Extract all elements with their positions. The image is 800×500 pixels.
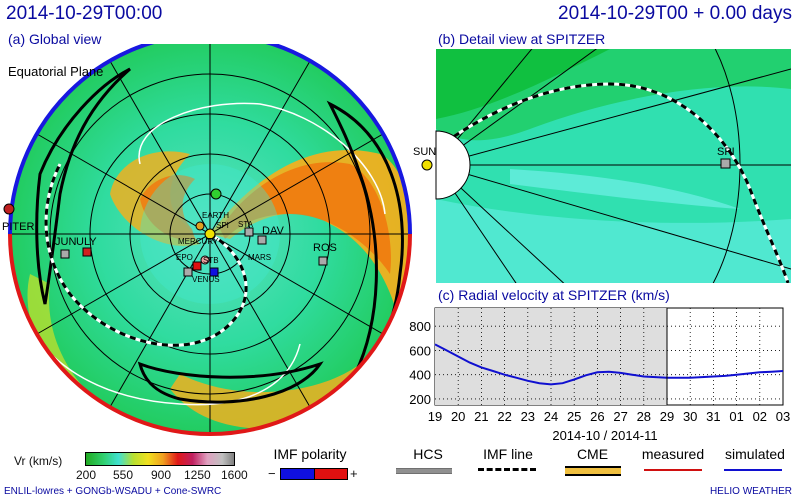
x-tick-label: 31 [706,409,720,424]
polarity-ring-negative [8,44,412,235]
simulated-series-line [434,343,784,386]
object-label-ros: ROS [313,242,337,254]
x-tick-label: 23 [521,409,535,424]
x-tick-label: 29 [660,409,674,424]
y-tick-label: 800 [409,319,431,334]
x-tick-label: 02 [753,409,767,424]
object-label-sta: STA [238,220,254,229]
timestamp-title: 2014-10-29T00:00 [6,3,163,24]
colorbar-tick-550: 550 [113,468,134,482]
venus-marker [209,267,219,277]
object-label-mars: MARS [248,253,271,262]
object-label-stb: STB [203,256,219,265]
spitzer-label: SPI [717,146,735,158]
polarity-minus: − [268,466,276,481]
colorbar-tick-1600: 1600 [221,468,248,482]
uly-marker [82,247,92,257]
object-label-dav: DAV [262,225,284,237]
earth-marker [210,188,222,200]
panel-a-label: (a) Global view [8,31,102,47]
hcs-label: HCS [413,446,443,462]
x-tick-label: 01 [729,409,743,424]
colorbar-title: Vr (km/s) [14,454,63,468]
legend-bar: Vr (km/s) 200 550 900 1250 1600 IMF pola… [0,446,800,500]
x-tick-label: 27 [613,409,627,424]
ros-marker [318,256,328,266]
brand-text: HELIO WEATHER [709,486,792,497]
object-label-uly: ULY [76,236,97,248]
run-time-title: 2014-10-29T00 + 0.00 days [558,3,792,24]
equatorial-plane-label: Equatorial Plane [8,64,103,79]
epo-marker [183,267,193,277]
stb-marker [192,261,202,271]
imf-line-label: IMF line [483,446,533,462]
panel-b-label: (b) Detail view at SPITZER [438,31,606,47]
simulated-label: simulated [725,446,785,462]
sta-marker [244,227,254,237]
object-label-earth: EARTH [202,211,229,220]
cme-swatch [565,466,621,476]
sun-label: SUN [413,146,436,158]
object-label-mercury: MERCURY [178,237,219,246]
spitzer-marker [720,158,731,169]
y-tick-label: 400 [409,368,431,383]
hcs-swatch [396,468,452,474]
x-tick-label: 03 [776,409,790,424]
y-tick-label: 600 [409,343,431,358]
polarity-negative-swatch [280,468,316,480]
detail-view-plot: SUN SPI [413,49,791,283]
colorbar-tick-900: 900 [151,468,172,482]
velocity-x-axis-label: 2014-10 / 2014-11 [552,428,657,442]
x-tick-label: 25 [567,409,581,424]
dav-marker [257,235,267,245]
object-label-jun: JUN [55,236,76,248]
y-tick-label: 200 [409,392,431,407]
x-tick-label: 28 [637,409,651,424]
imf-line-swatch [478,468,536,471]
imf-polarity-label: IMF polarity [273,446,347,462]
polarity-ring-positive [8,233,412,436]
x-tick-label: 22 [497,409,511,424]
object-label-venus: VENUS [192,275,220,284]
panel-c-label: (c) Radial velocity at SPITZER (km/s) [438,287,670,303]
x-tick-label: 20 [451,409,465,424]
object-label-piter: PITER [2,221,34,233]
sun-marker [204,228,216,240]
colorbar-tick-1250: 1250 [184,468,211,482]
vr-colorbar [85,452,235,466]
global-view-plot: Equatorial Plane EARTH MERCURY MARS VENU… [2,44,412,436]
sun-cutout [435,130,471,200]
mercury-marker [195,221,205,231]
x-tick-label: 19 [428,409,442,424]
piter-marker [3,203,15,215]
simulated-swatch [724,469,782,471]
velocity-chart: 19 20 21 22 23 24 25 26 27 28 29 30 31 01 02 03 200 400 60… [409,307,790,442]
measured-swatch [644,469,702,471]
jun-marker [60,249,70,259]
sun-marker-detail [421,159,433,171]
polarity-positive-swatch [314,468,348,480]
x-tick-label: 24 [544,409,558,424]
mars-marker [200,255,210,265]
credits-text: ENLIL-lowres + GONGb-WSADU + Cone-SWRC [4,486,222,497]
measured-label: measured [641,446,705,462]
x-tick-label: 26 [590,409,604,424]
object-label-epo: EPO [176,253,193,262]
polarity-plus: + [350,466,358,481]
x-tick-label: 21 [474,409,488,424]
object-label-spi: SPI [216,221,229,230]
colorbar-tick-200: 200 [76,468,97,482]
cme-label: CME [576,446,609,462]
x-tick-label: 30 [683,409,697,424]
